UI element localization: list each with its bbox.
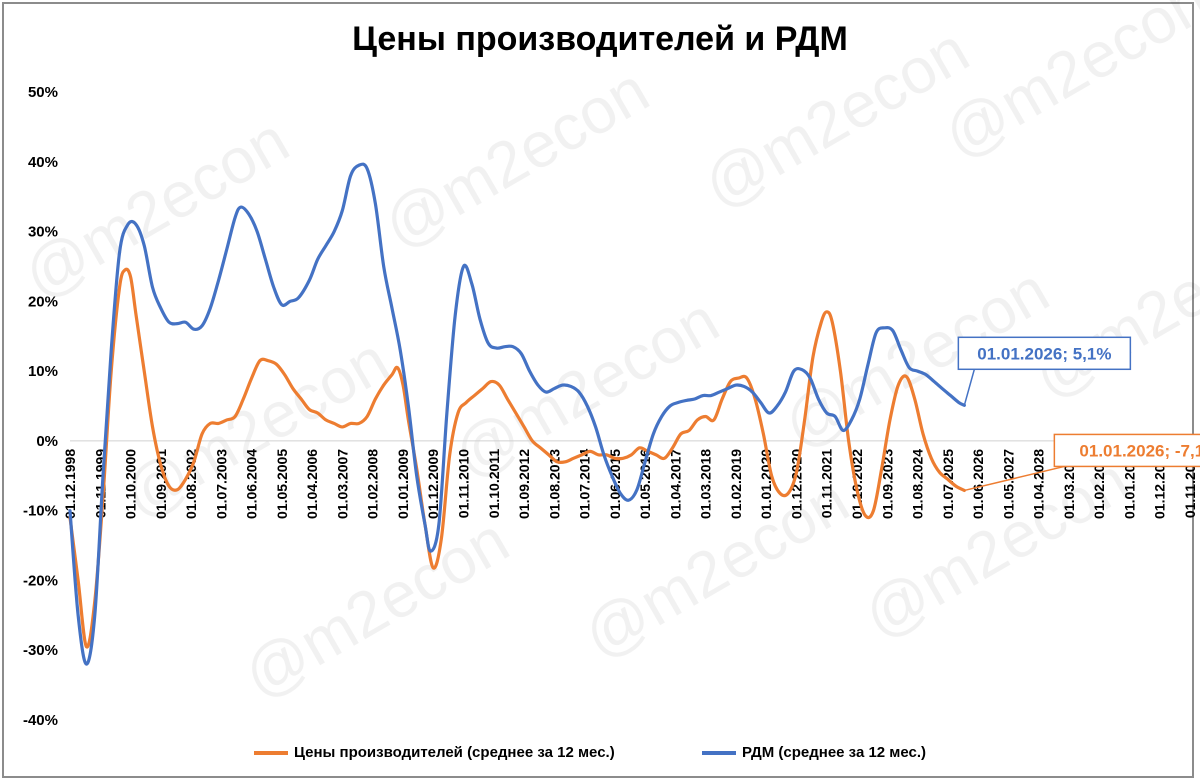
x-tick-label-6: 01.06.2004 (244, 449, 260, 519)
x-tick-label-7: 01.05.2005 (274, 449, 290, 519)
x-tick-label-4: 01.08.2002 (183, 449, 199, 519)
x-tick-label-25: 01.11.2021 (819, 449, 835, 519)
y-tick-label-8: 40% (28, 154, 58, 171)
x-tick-label-8: 01.04.2006 (304, 449, 320, 519)
x-tick-label-12: 01.12.2009 (425, 449, 441, 519)
x-tick-label-2: 01.10.2000 (123, 449, 139, 519)
x-tick-label-16: 01.08.2013 (546, 449, 562, 519)
legend-label-rdm: РДМ (среднее за 12 мес.) (742, 744, 927, 761)
x-tick-label-0: 01.12.1998 (62, 449, 78, 519)
x-tick-label-21: 01.03.2018 (698, 449, 714, 519)
legend-item-rdm: РДМ (среднее за 12 мес.) (702, 744, 926, 761)
x-tick-label-11: 01.01.2009 (395, 449, 411, 519)
y-tick-label-7: 30% (28, 224, 58, 241)
x-tick-label-19: 01.05.2016 (637, 449, 653, 519)
legend-label-producer-prices: Цены производителей (среднее за 12 мес.) (294, 744, 615, 761)
callout-box-producer-prices (1053, 433, 1200, 468)
x-tick-label-5: 01.07.2003 (213, 449, 229, 519)
y-tick-label-6: 20% (28, 293, 58, 310)
x-tick-label-24: 01.12.2020 (788, 449, 804, 519)
y-tick-label-1: -30% (23, 642, 58, 659)
watermark-0: @m2econ (11, 103, 300, 312)
series-line-rdm (68, 162, 966, 666)
y-tick-label-0: -40% (23, 712, 58, 729)
x-tick-label-32: 01.04.2028 (1031, 449, 1047, 519)
series-line-producer-prices (68, 267, 966, 649)
x-tick-label-17: 01.07.2014 (577, 449, 593, 519)
x-tick-label-28: 01.08.2024 (910, 449, 926, 519)
x-tick-label-30: 01.06.2026 (970, 449, 986, 519)
watermark-8: @m2econ (231, 503, 520, 712)
x-tick-label-9: 01.03.2007 (334, 449, 350, 519)
callout-leader-rdm (963, 369, 976, 406)
legend-swatch-rdm (702, 750, 736, 755)
x-tick-label-15: 01.09.2012 (516, 449, 532, 519)
y-tick-label-9: 50% (28, 84, 58, 101)
y-tick-label-5: 10% (28, 363, 58, 380)
callout-leader-producer-prices (964, 465, 1065, 492)
y-tick-label-4: 0% (36, 433, 58, 450)
x-tick-label-10: 01.02.2008 (365, 449, 381, 519)
callout-label-producer-prices: 01.01.2026; -7,1% (1079, 441, 1200, 460)
x-tick-label-22: 01.02.2019 (728, 449, 744, 519)
x-tick-label-31: 01.05.2027 (1000, 449, 1016, 519)
watermark-3: @m2econ (931, 0, 1200, 172)
x-tick-label-29: 01.07.2025 (940, 449, 956, 519)
y-tick-label-2: -20% (23, 572, 58, 589)
legend-item-producer-prices: Цены производителей (среднее за 12 мес.) (254, 744, 615, 761)
y-tick-label-3: -10% (23, 503, 58, 520)
x-tick-label-20: 01.04.2017 (667, 449, 683, 519)
x-tick-label-14: 01.10.2011 (486, 449, 502, 519)
watermark-1: @m2econ (371, 53, 660, 262)
x-tick-label-3: 01.09.2001 (153, 449, 169, 519)
chart-title: Цены производителей и РДМ (352, 20, 848, 58)
x-tick-label-13: 01.11.2010 (456, 449, 472, 519)
callout-box-rdm (957, 336, 1132, 371)
x-tick-label-23: 01.01.2020 (758, 449, 774, 519)
legend-swatch-producer-prices (254, 750, 288, 755)
callout-label-rdm: 01.01.2026; 5,1% (977, 344, 1111, 363)
